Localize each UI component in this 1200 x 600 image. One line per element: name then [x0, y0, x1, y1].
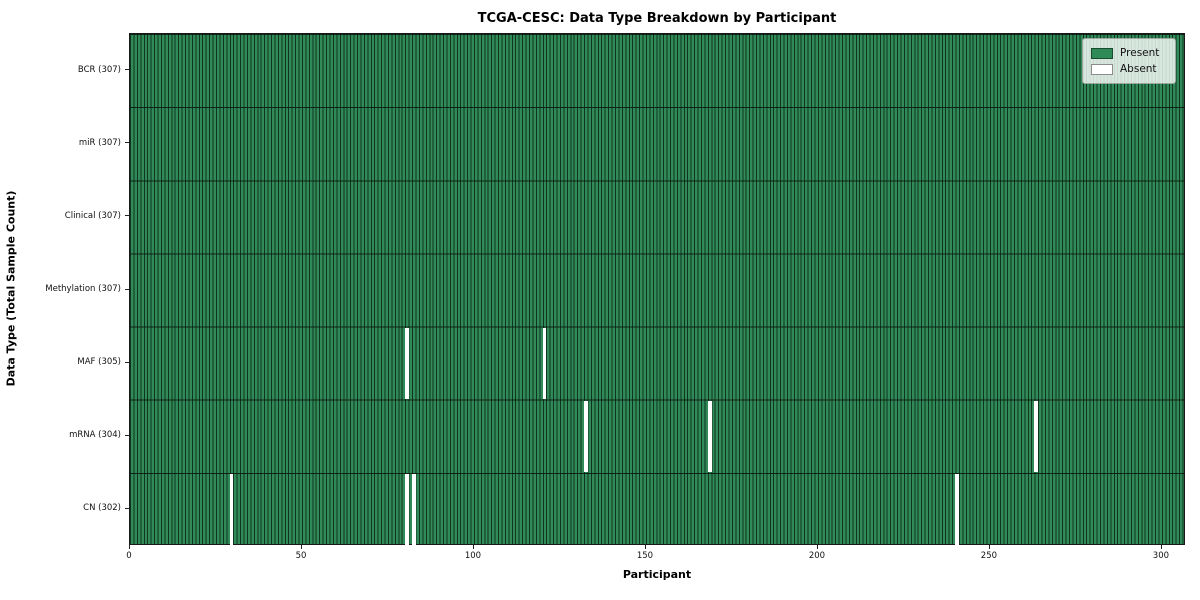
- plot-area: [129, 33, 1185, 546]
- y-tick-label: miR (307): [78, 137, 121, 148]
- y-tick-mark: [125, 434, 129, 436]
- absent-band: [404, 327, 409, 400]
- legend: Present Absent: [1082, 38, 1176, 84]
- absent-band: [707, 400, 712, 473]
- absent-band: [411, 473, 416, 546]
- y-tick-label: Clinical (307): [64, 210, 121, 221]
- legend-absent-label: Absent: [1120, 63, 1157, 75]
- x-tick-label: 100: [464, 551, 482, 561]
- x-tick-label: 150: [636, 551, 654, 561]
- x-tick-mark: [988, 545, 990, 549]
- legend-entry-absent: Absent: [1091, 61, 1167, 77]
- absent-band: [583, 400, 588, 473]
- y-tick-label: BCR (307): [77, 64, 121, 75]
- y-tick-label: MAF (305): [77, 357, 121, 368]
- absent-swatch-icon: [1091, 63, 1113, 75]
- y-tick-mark: [125, 361, 129, 363]
- y-tick-mark: [125, 69, 129, 71]
- x-tick-mark: [472, 545, 474, 549]
- x-tick-label: 0: [126, 551, 132, 561]
- absent-band: [229, 473, 234, 546]
- y-tick-mark: [125, 507, 129, 509]
- legend-present-label: Present: [1120, 47, 1160, 59]
- absent-band: [542, 327, 547, 400]
- y-tick-label: mRNA (304): [69, 430, 121, 441]
- y-tick-mark: [125, 288, 129, 290]
- chart-title: TCGA-CESC: Data Type Breakdown by Partic…: [477, 11, 837, 26]
- x-tick-mark: [1160, 545, 1162, 549]
- x-tick-mark: [816, 545, 818, 549]
- x-tick-mark: [129, 545, 130, 549]
- x-axis-label: Participant: [622, 568, 692, 581]
- x-tick-mark: [644, 545, 646, 549]
- present-swatch-icon: [1091, 47, 1113, 59]
- x-tick-mark: [300, 545, 302, 549]
- y-tick-mark: [125, 142, 129, 144]
- absent-band: [404, 473, 409, 546]
- absent-band: [955, 473, 960, 546]
- x-tick-label: 250: [980, 551, 998, 561]
- x-tick-label: 50: [295, 551, 307, 561]
- y-tick-mark: [125, 215, 129, 217]
- y-tick-label: CN (302): [83, 503, 121, 514]
- x-tick-label: 200: [808, 551, 826, 561]
- absent-band: [1034, 400, 1039, 473]
- legend-entry-present: Present: [1091, 45, 1167, 61]
- x-tick-label: 300: [1152, 551, 1170, 561]
- y-tick-label: Methylation (307): [45, 284, 121, 294]
